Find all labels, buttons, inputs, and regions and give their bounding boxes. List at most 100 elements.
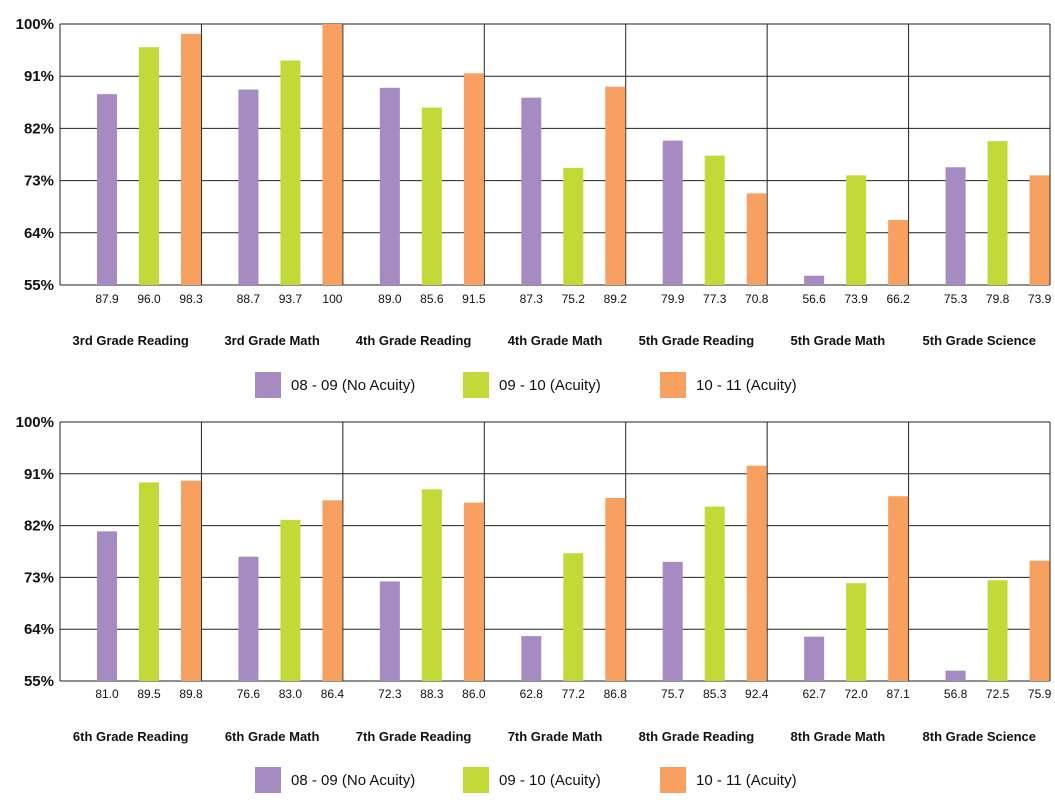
value-label: 77.2 (562, 687, 586, 701)
category-label: 7th Grade Math (508, 729, 603, 744)
bar-1 (379, 87, 400, 285)
legend-swatch (255, 767, 281, 793)
value-label: 92.4 (745, 687, 769, 701)
value-label: 98.3 (179, 292, 203, 306)
category-label: 7th Grade Reading (356, 729, 472, 744)
category-label: 6th Grade Reading (73, 729, 189, 744)
value-label: 56.6 (802, 292, 826, 306)
bar-1 (521, 636, 542, 681)
bar-3 (888, 496, 909, 681)
value-label: 89.2 (604, 292, 628, 306)
value-label: 93.7 (279, 292, 303, 306)
bar-1 (662, 561, 683, 681)
value-label: 89.5 (137, 687, 161, 701)
value-label: 72.0 (844, 687, 868, 701)
value-label: 72.3 (378, 687, 402, 701)
y-tick-label: 73% (24, 569, 54, 586)
value-label: 89.0 (378, 292, 402, 306)
value-label: 75.7 (661, 687, 685, 701)
bar-3 (746, 465, 767, 681)
y-tick-label: 55% (24, 673, 54, 690)
legend-label: 10 - 11 (Acuity) (696, 772, 797, 789)
value-label: 70.8 (745, 292, 769, 306)
category-label: 3rd Grade Math (224, 333, 319, 348)
bar-3 (463, 502, 484, 681)
bar-1 (238, 556, 259, 681)
legend-swatch (255, 372, 281, 398)
bar-3 (1029, 560, 1050, 681)
value-label: 86.4 (321, 687, 345, 701)
bar-3 (181, 33, 201, 285)
value-label: 91.5 (462, 292, 486, 306)
value-label: 85.3 (703, 687, 727, 701)
legend-label: 08 - 09 (No Acuity) (291, 772, 415, 789)
value-label: 62.7 (802, 687, 826, 701)
category-label: 6th Grade Math (225, 729, 320, 744)
value-label: 73.9 (1028, 292, 1052, 306)
bar-1 (804, 636, 825, 681)
legend-label: 09 - 10 (Acuity) (499, 377, 601, 394)
bar-2 (280, 60, 301, 285)
y-tick-label: 55% (24, 277, 54, 294)
bar-2 (846, 583, 867, 681)
bar-1 (945, 167, 966, 285)
value-label: 66.2 (886, 292, 910, 306)
value-label: 87.1 (886, 687, 910, 701)
legend-swatch (463, 372, 489, 398)
legend-swatch (660, 767, 686, 793)
value-label: 72.5 (986, 687, 1010, 701)
bar-2 (139, 47, 159, 286)
bar-2 (421, 489, 442, 681)
bar-2 (563, 553, 584, 681)
value-label: 81.0 (95, 687, 119, 701)
category-label: 5th Grade Science (923, 333, 1036, 348)
bar-1 (97, 531, 117, 681)
y-tick-label: 64% (24, 225, 54, 242)
y-tick-label: 100% (16, 414, 54, 431)
legend-label: 08 - 09 (No Acuity) (291, 377, 415, 394)
bar-3 (888, 220, 909, 285)
y-tick-label: 73% (24, 173, 54, 190)
value-label: 88.7 (237, 292, 261, 306)
bar-2 (704, 155, 725, 285)
value-label: 75.3 (944, 292, 968, 306)
category-label: 3rd Grade Reading (73, 333, 189, 348)
value-label: 79.9 (661, 292, 685, 306)
value-label: 87.3 (520, 292, 544, 306)
legend: 08 - 09 (No Acuity) 09 - 10 (Acuity) 10 - … (255, 767, 797, 793)
bar-1 (945, 670, 966, 681)
value-label: 77.3 (703, 292, 727, 306)
bar-1 (238, 89, 259, 285)
y-tick-label: 100% (16, 16, 54, 33)
bar-2 (421, 107, 442, 286)
bar-2 (139, 482, 159, 681)
category-label: 4th Grade Reading (356, 333, 472, 348)
value-label: 85.6 (420, 292, 444, 306)
legend: 08 - 09 (No Acuity) 09 - 10 (Acuity) 10 - … (255, 372, 797, 398)
y-tick-label: 82% (24, 518, 54, 535)
bar-1 (97, 94, 117, 286)
value-label: 62.8 (520, 687, 544, 701)
y-tick-label: 91% (24, 68, 54, 85)
bar-2 (704, 506, 725, 681)
value-label: 76.6 (237, 687, 261, 701)
bar-2 (987, 141, 1008, 285)
chart-panel-1: 100% 91% 82% 73% 64% 55% 87.9 96.0 98.3 3rd Grade… (16, 16, 1052, 398)
category-label: 8th Grade Math (791, 729, 886, 744)
value-label: 89.8 (179, 687, 203, 701)
bar-3 (322, 24, 343, 285)
bar-3 (746, 193, 767, 285)
legend-label: 10 - 11 (Acuity) (696, 377, 797, 394)
bar-1 (804, 275, 825, 285)
value-label: 100 (322, 292, 342, 306)
legend-swatch (463, 767, 489, 793)
value-label: 75.2 (562, 292, 586, 306)
value-label: 88.3 (420, 687, 444, 701)
value-label: 73.9 (844, 292, 868, 306)
value-label: 79.8 (986, 292, 1010, 306)
bar-3 (1029, 175, 1050, 285)
value-label: 56.8 (944, 687, 968, 701)
y-tick-label: 64% (24, 621, 54, 638)
y-tick-label: 91% (24, 466, 54, 483)
